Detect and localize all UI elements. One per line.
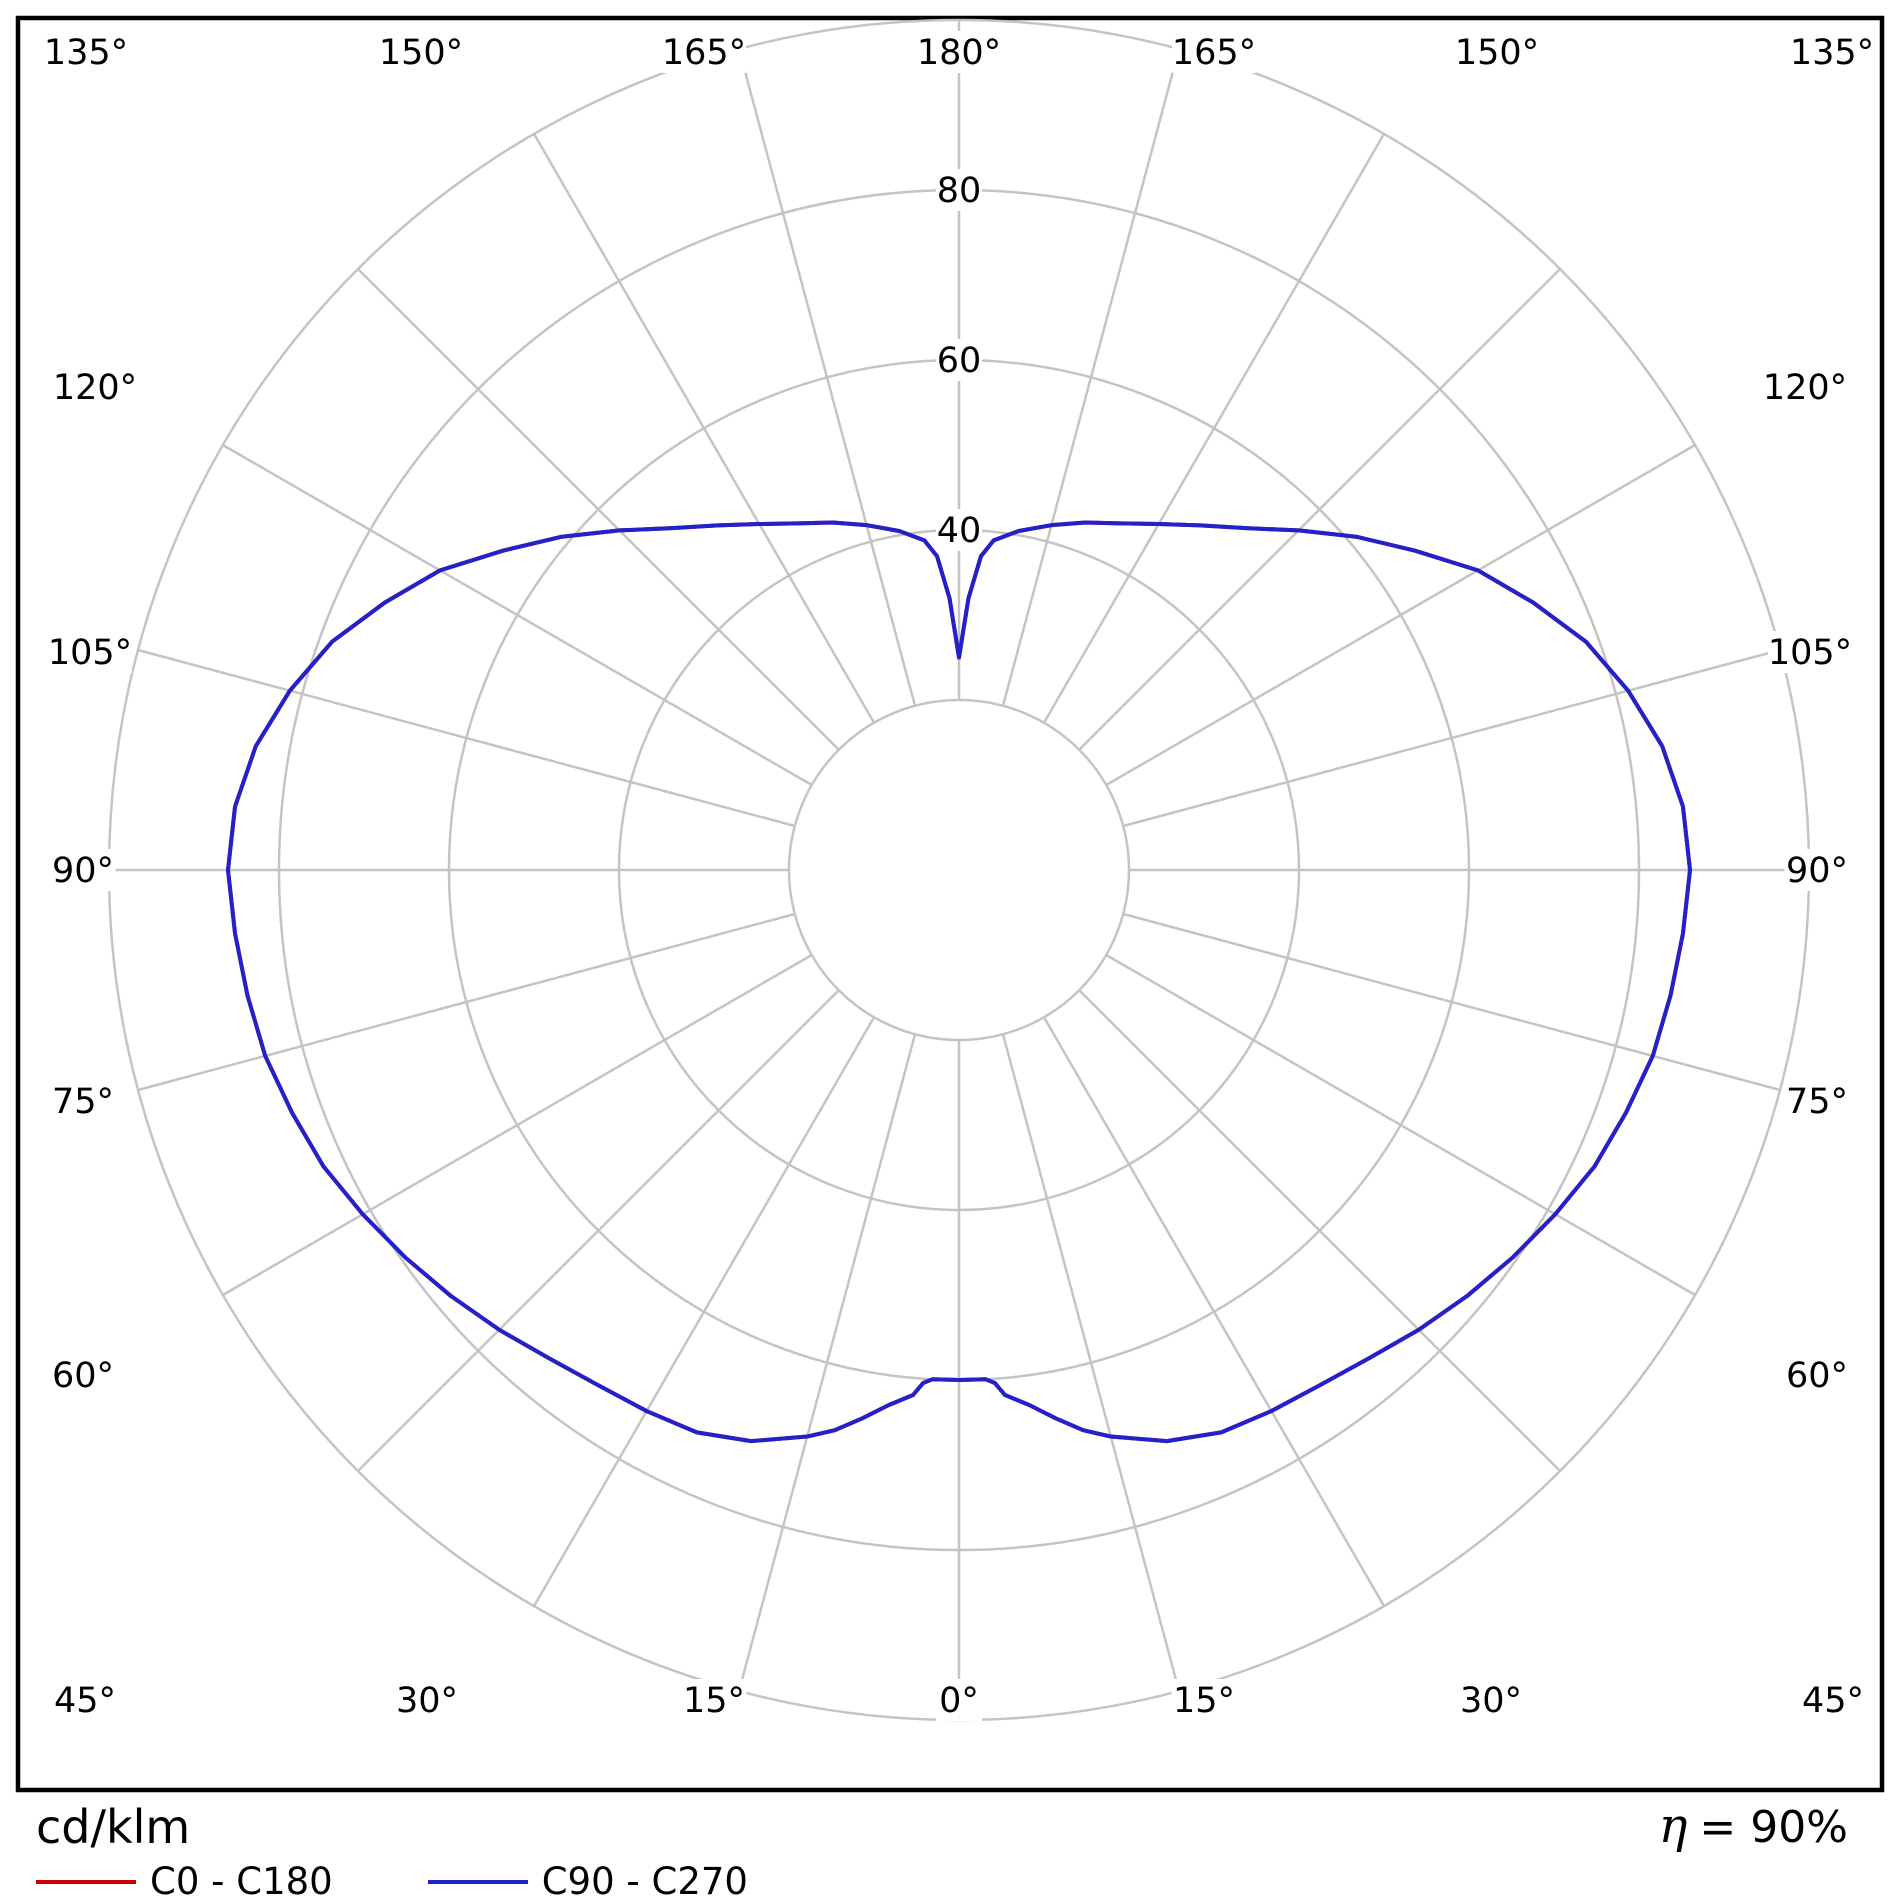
label-mask (50, 849, 116, 891)
grid-spoke (222, 953, 813, 1297)
angle-tick-label: 180° (917, 33, 1001, 73)
angle-tick-label: 15° (1173, 1681, 1235, 1721)
grid-spoke (1122, 912, 1781, 1092)
grid-spoke (1001, 48, 1181, 707)
angle-tick-label: 45° (54, 1681, 116, 1721)
grid-spoke (357, 268, 840, 751)
legend-label-c0-c180: C0 - C180 (150, 1860, 333, 1900)
label-mask (50, 1080, 116, 1122)
angle-tick-label: 90° (1786, 851, 1848, 891)
angle-tick-label: 45° (1802, 1681, 1864, 1721)
label-mask (936, 509, 982, 551)
angle-tick-label: 75° (1786, 1082, 1848, 1122)
angle-tick-label: 165° (662, 33, 746, 73)
label-mask (379, 31, 463, 73)
label-mask (1768, 631, 1852, 673)
grid-spoke (1042, 133, 1386, 724)
label-mask (936, 339, 982, 381)
angle-tick-label: 75° (52, 1082, 114, 1122)
legend-item-c0-c180: C0 - C180 (36, 1860, 333, 1900)
angle-tick-label: 90° (52, 851, 114, 891)
label-mask (1455, 31, 1539, 73)
angle-tick-label: 150° (379, 33, 463, 73)
label-mask (44, 31, 128, 73)
curves (226, 520, 1692, 1444)
legend-line-c0-c180 (36, 1879, 136, 1884)
eta-symbol: η (1658, 1798, 1688, 1854)
grid-spoke (357, 989, 840, 1472)
legend-item-c90-c270: C90 - C270 (427, 1860, 748, 1900)
grid-spoke (1042, 1016, 1386, 1607)
label-mask (936, 1679, 982, 1721)
label-mask (1171, 1679, 1237, 1721)
label-mask (936, 169, 982, 211)
radial-tick-label: 60 (937, 341, 982, 381)
chart-border (15, 15, 1885, 1793)
radial-tick-label: 40 (937, 511, 982, 551)
legend-label-c90-c270: C90 - C270 (541, 1860, 748, 1900)
angle-tick-label: 15° (683, 1681, 745, 1721)
grid-spoke (532, 133, 876, 724)
angle-tick-label: 105° (1768, 633, 1852, 673)
radial-tick-label: 80 (937, 171, 982, 211)
label-mask (52, 1679, 118, 1721)
angle-tick-label: 150° (1455, 33, 1539, 73)
grid-spoke (1078, 989, 1561, 1472)
label-mask (1784, 1354, 1850, 1396)
efficiency-label: η = 90% (1659, 1798, 1848, 1854)
polar-grid (107, 18, 1811, 1722)
angle-tick-label: 165° (1172, 33, 1256, 73)
grid-spoke (1078, 268, 1561, 751)
angle-tick-label: 135° (1790, 33, 1874, 73)
grid-spoke (137, 912, 796, 1092)
axis-labels: 40 60 80 135° 150° 165° 180° 165° 150° 135° 120° 12… (44, 31, 1874, 1721)
label-mask (394, 1679, 460, 1721)
grid-spoke (1105, 443, 1696, 787)
label-mask (1763, 366, 1847, 408)
angle-tick-label: 60° (52, 1356, 114, 1396)
angle-tick-label: 0° (939, 1681, 979, 1721)
units-label: cd/klm (36, 1800, 191, 1854)
grid-spoke (222, 443, 813, 787)
label-mask (662, 31, 746, 73)
label-mask (1790, 31, 1874, 73)
grid-spoke (737, 48, 917, 707)
legend-line-c90-c270 (427, 1879, 528, 1884)
grid-ring (787, 698, 1131, 1042)
grid-spoke (1001, 1033, 1181, 1692)
angle-tick-label: 60° (1786, 1356, 1848, 1396)
angle-tick-label: 120° (53, 368, 137, 408)
angle-tick-label: 30° (1460, 1681, 1522, 1721)
eta-value: = 90% (1699, 1802, 1848, 1853)
grid-spoke (737, 1033, 917, 1692)
angle-tick-label: 105° (48, 633, 132, 673)
angle-tick-label: 30° (396, 1681, 458, 1721)
label-mask (1800, 1679, 1866, 1721)
label-mask (1458, 1679, 1524, 1721)
label-mask (1784, 849, 1850, 891)
label-mask (1784, 1080, 1850, 1122)
angle-tick-label: 120° (1763, 368, 1847, 408)
grid-spoke (137, 648, 796, 828)
label-mask (48, 631, 132, 673)
grid-spoke (1122, 648, 1781, 828)
grid-spoke (1105, 953, 1696, 1297)
angle-tick-label: 135° (44, 33, 128, 73)
grid-spoke (532, 1016, 876, 1607)
legend: C0 - C180 C90 - C270 (36, 1860, 748, 1900)
curve-c90-c270 (226, 520, 1692, 1444)
label-mask (917, 31, 1001, 73)
label-mask (53, 366, 137, 408)
label-mask (681, 1679, 747, 1721)
label-mask (50, 1354, 116, 1396)
label-mask (1172, 31, 1256, 73)
